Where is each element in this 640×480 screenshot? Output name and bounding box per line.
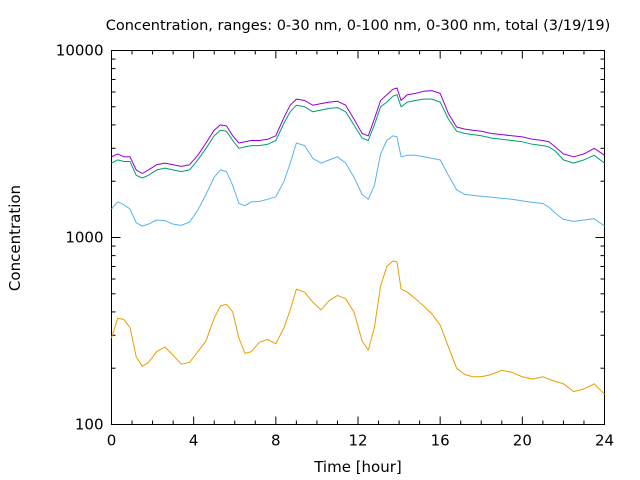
x-tick-label: 12 <box>348 432 367 450</box>
axis-tick-labels: 0 4 8 12 16 20 24 100 1000 10000 <box>56 42 614 450</box>
series-line-2 <box>111 135 605 227</box>
x-axis-label: Time [hour] <box>313 458 402 476</box>
axis-ticks <box>111 50 605 425</box>
plot-frame <box>111 50 605 425</box>
series-line-3 <box>111 94 605 179</box>
chart-title: Concentration, ranges: 0-30 nm, 0-100 nm… <box>106 18 611 34</box>
x-tick-label: 24 <box>595 432 614 450</box>
y-axis-label: Concentration <box>6 185 24 291</box>
data-series <box>111 87 605 395</box>
x-tick-label: 20 <box>513 432 532 450</box>
y-tick-label: 1000 <box>65 229 103 247</box>
x-tick-label: 8 <box>271 432 281 450</box>
y-tick-label: 10000 <box>56 42 104 60</box>
series-line-1 <box>111 260 605 395</box>
series-line-4 <box>111 87 605 174</box>
x-tick-label: 4 <box>189 432 199 450</box>
x-tick-label: 0 <box>107 432 117 450</box>
y-tick-label: 100 <box>75 416 104 434</box>
x-tick-label: 16 <box>431 432 450 450</box>
